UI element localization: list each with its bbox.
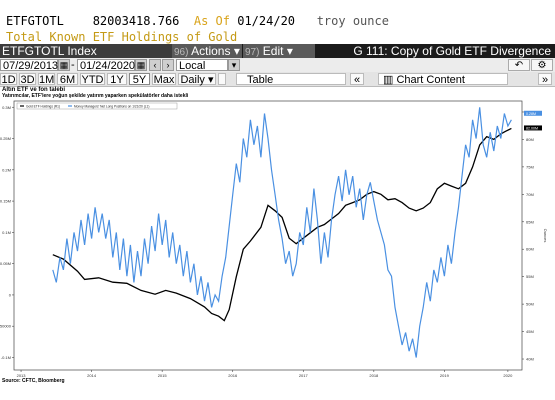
- legend-label: Gold ETF Holdings (R1): [26, 104, 60, 108]
- period-ytd[interactable]: YTD: [80, 73, 105, 86]
- left-tick-label: 0.2M: [2, 167, 11, 172]
- left-tick-label: 0.25M: [0, 136, 11, 141]
- frequency-label: Daily: [180, 74, 205, 86]
- next-period-button[interactable]: ›: [162, 59, 174, 71]
- x-tick-label: 2013: [17, 373, 27, 378]
- chart-content-label: Chart Content: [396, 74, 465, 86]
- actions-label: Actions: [191, 44, 231, 58]
- edit-menu[interactable]: 97) Edit ▾: [243, 44, 315, 58]
- chart-area: Altın ETF ve fon talebi Yatırımcılar, ET…: [0, 87, 555, 400]
- function-toolbar: ETFGTOTL Index 96) Actions ▾ 97) Edit ▾ …: [0, 44, 555, 58]
- expand-icon[interactable]: »: [538, 73, 552, 86]
- period-max[interactable]: Max: [152, 73, 176, 86]
- left-tick-label: 0.3M: [2, 105, 11, 110]
- plot-frame: [13, 100, 523, 371]
- chart-title: Altın ETF ve fon talebi: [2, 87, 66, 93]
- chart-template-title: G 111: Copy of Gold ETF Divergence: [353, 44, 551, 58]
- undo-icon[interactable]: ↶: [508, 59, 530, 71]
- chart-subtitle: Yatırımcılar, ETF'lere yoğun şekilde yat…: [2, 93, 189, 99]
- chevron-down-icon[interactable]: ▾: [228, 59, 240, 71]
- chart-svg: 0.3M 0.25M 0.2M 0.15M 0.1M 0.05M 0 -50000 -0.1M 8…: [0, 100, 548, 378]
- left-tick-label: 0.15M: [0, 199, 11, 204]
- ticker[interactable]: ETFGTOTL: [6, 14, 64, 28]
- chart-icon: ▥: [383, 74, 394, 86]
- unit-label: troy ounce: [316, 14, 389, 28]
- quote-line: ETFGTOTL 82003418.766 As Of 01/24/20 tro…: [6, 14, 389, 28]
- series-line-net-long: [52, 107, 512, 358]
- date-range-bar: 07/29/2013 ▦ - 01/24/2020 ▦ ‹ › Local CC…: [0, 58, 555, 84]
- right-axis-label: Ounces: [543, 229, 548, 243]
- left-tick-label: 0.05M: [0, 261, 11, 266]
- actions-number: 96): [174, 47, 189, 58]
- right-tick-label: 70M: [526, 192, 534, 197]
- security-description: Total Known ETF Holdings of Gold: [6, 30, 238, 44]
- tab-table[interactable]: Table: [236, 73, 346, 86]
- chevron-down-icon: ▾: [207, 74, 214, 86]
- last-value-net-long: 0.28M: [526, 112, 536, 116]
- tab-chart-content[interactable]: ▥ Chart Content: [378, 73, 508, 86]
- x-tick-label: 2016: [228, 373, 238, 378]
- left-tick-label: -0.1M: [1, 355, 11, 360]
- currency-select[interactable]: Local CCY: [176, 59, 228, 84]
- period-5y[interactable]: 5Y: [129, 73, 150, 86]
- last-value-badge-etf: [524, 125, 542, 131]
- chart-source: Source: CFTC, Bloomberg: [2, 378, 65, 384]
- right-tick-label: 55M: [526, 274, 534, 279]
- left-tick-label: -50000: [0, 324, 12, 329]
- as-of-label: As Of: [193, 14, 230, 28]
- right-tick-label: 40M: [526, 357, 534, 362]
- actions-menu[interactable]: 96) Actions ▾: [172, 44, 242, 58]
- x-tick-label: 2019: [440, 373, 450, 378]
- period-6m[interactable]: 6M: [57, 73, 78, 86]
- period-1d[interactable]: 1D: [0, 73, 17, 86]
- right-tick-label: 80M: [526, 137, 534, 142]
- last-value: 82003418.766: [92, 14, 180, 28]
- last-value-badge-net-long: [524, 110, 542, 116]
- as-of-date: 01/24/20: [237, 14, 296, 28]
- edit-label: Edit: [262, 44, 284, 58]
- end-date-field[interactable]: 01/24/2020: [77, 59, 135, 72]
- x-tick-label: 2017: [299, 373, 309, 378]
- settings-icon[interactable]: ⚙: [531, 59, 553, 71]
- chevron-down-icon: ▾: [233, 44, 240, 58]
- index-label: ETFGTOTL Index: [0, 44, 172, 58]
- collapse-icon[interactable]: «: [350, 73, 364, 86]
- calendar-icon[interactable]: ▦: [135, 59, 147, 71]
- range-dash: -: [71, 59, 75, 71]
- calendar-icon[interactable]: ▦: [58, 59, 70, 71]
- frequency-select[interactable]: Daily ▾: [178, 73, 216, 86]
- table-label: Table: [247, 74, 274, 86]
- period-1y[interactable]: 1Y: [107, 73, 127, 86]
- right-tick-label: 60M: [526, 247, 534, 252]
- period-1m[interactable]: 1M: [38, 73, 55, 86]
- start-date-field[interactable]: 07/29/2013: [0, 59, 58, 72]
- frequency-spacer: [218, 73, 226, 85]
- x-tick-label: 2020: [503, 373, 513, 378]
- right-tick-label: 45M: [526, 329, 534, 334]
- x-tick-label: 2015: [158, 373, 168, 378]
- chevron-down-icon: ▾: [286, 44, 293, 58]
- x-tick-label: 2018: [369, 373, 379, 378]
- left-tick-label: 0: [9, 292, 12, 297]
- left-tick-label: 0.1M: [2, 230, 11, 235]
- right-tick-label: 65M: [526, 219, 534, 224]
- right-tick-label: 75M: [526, 164, 534, 169]
- edit-number: 97): [245, 47, 260, 58]
- legend-label: Money Managers' Net Long Positions on 1/…: [74, 104, 149, 108]
- period-3d[interactable]: 3D: [19, 73, 36, 86]
- legend-box: [16, 102, 178, 110]
- x-tick-label: 2014: [87, 373, 97, 378]
- prev-period-button[interactable]: ‹: [149, 59, 161, 71]
- period-bar: 1D 3D 1M 6M YTD 1Y 5Y Max Daily ▾ Table …: [0, 72, 555, 87]
- right-tick-label: 50M: [526, 302, 534, 307]
- last-value-etf: 82.00M: [526, 126, 538, 130]
